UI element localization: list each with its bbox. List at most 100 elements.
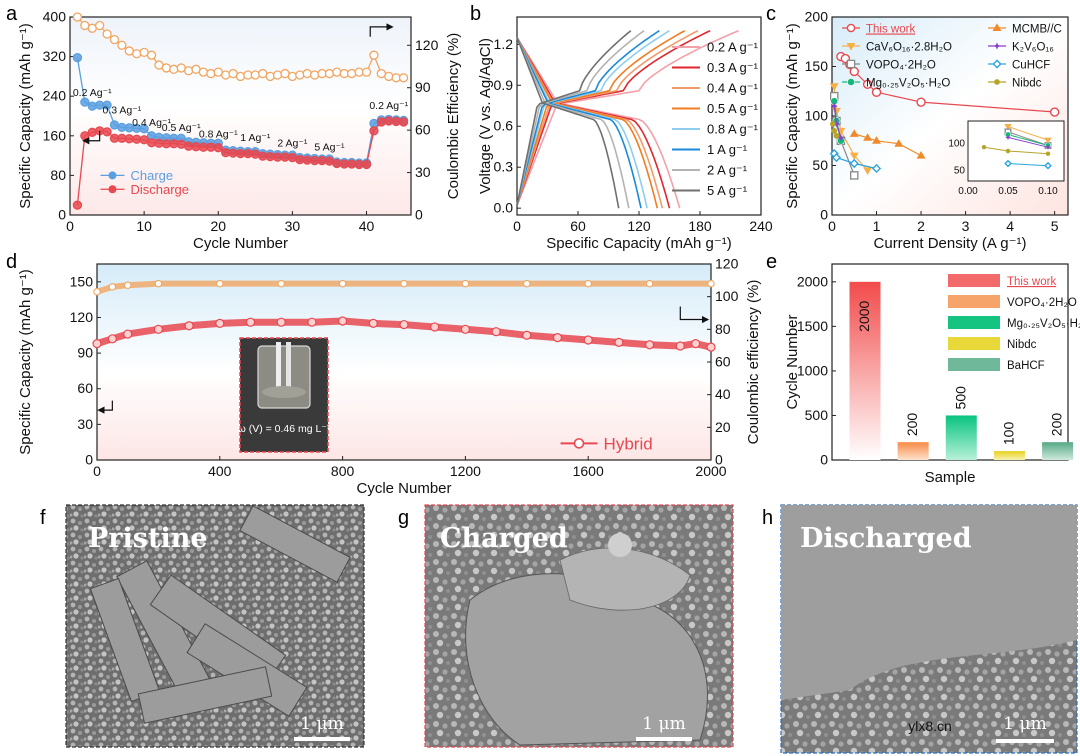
panel-d-y-axis-title: Specific Capacity (mAh g⁻¹) (17, 269, 34, 454)
panel-d-efficiency-point-4 (216, 279, 224, 288)
panel-c-y-tick-label: 200 (805, 9, 829, 25)
panel-c-point-0-3 (849, 66, 859, 77)
panel-d-y-tick-label: 0 (85, 452, 93, 468)
panel-c-inset-point-1-0 (1004, 123, 1012, 131)
panel-c-point-2-3 (850, 171, 859, 180)
panel-d-capacity-point-2 (123, 329, 133, 339)
panel-a-rate-label: 0.8 Ag⁻¹ (199, 128, 238, 140)
panel-e-bar-value-4: 200 (1049, 413, 1065, 437)
panel-c-legend-marker-7 (994, 79, 1000, 85)
panel-a-point-2-13 (169, 64, 179, 74)
panel-d-x-tick-label: 800 (331, 463, 355, 479)
panel-e-bar-0 (849, 281, 881, 460)
panel-b-legend-label-3: 0.5 A g⁻¹ (707, 101, 759, 116)
panel-c-point-0-4 (862, 79, 873, 90)
panel-b-charge-curve-3 (516, 29, 686, 206)
panel-a-point-0-9 (139, 124, 149, 134)
panel-a-rate-label: 1 Ag⁻¹ (240, 132, 271, 144)
panel-a-rate-label: 0.4 Ag⁻¹ (132, 117, 171, 129)
panel-d-capacity-point-10 (368, 318, 378, 328)
panel-b-x-tick-label: 0 (513, 218, 521, 234)
panel-e-legend-swatch-4 (948, 358, 1000, 371)
panel-a-point-2-6 (117, 40, 127, 50)
panel-c-inset-x-tick-label: 0.10 (1038, 186, 1058, 197)
panel-b-legend-label-7: 5 A g⁻¹ (707, 183, 748, 198)
panel-e-legend-label-0: This work (1007, 276, 1056, 288)
panel-e-bar-3 (993, 451, 1025, 460)
panel-c-point-6-2 (849, 158, 859, 169)
panel-c-x-axis-title: Current Density (A g⁻¹) (874, 235, 1027, 252)
panel-c-point-7-2 (833, 132, 840, 139)
panel-d-capacity-point-0 (92, 338, 102, 349)
panel-a-rate-label: 0.2 Ag⁻¹ (369, 100, 408, 112)
panel-e-y-tick-label: 2000 (797, 273, 828, 289)
panel-a-point-1-14 (176, 139, 186, 149)
panel-a-point-2-27 (272, 70, 283, 80)
panel-a-point-2-35 (332, 67, 342, 77)
panel-d-y-tick-label: 150 (70, 273, 94, 289)
panel-c-inset-point-1-1 (1044, 137, 1052, 144)
panel-e-legend-label-4: BaHCF (1007, 360, 1045, 372)
panel-c-legend-marker-0 (846, 23, 856, 33)
panel-a-point-2-4 (102, 29, 112, 39)
panel-c-point-4-0 (849, 129, 859, 137)
panel-c-point-5-0 (830, 102, 838, 110)
panel-b-charge-curve-4 (516, 30, 670, 206)
panel-b-charge-curve-5 (516, 30, 660, 206)
panel-b-x-tick-label: 180 (688, 218, 712, 234)
panel-c-inset-point-7-2 (1045, 151, 1051, 156)
panel-c-y-tick-label: 0 (820, 207, 828, 223)
panel-c-inset-x-tick-label: 0.00 (958, 186, 978, 197)
panel-d-y-right-tick-label: 20 (715, 419, 731, 435)
panel-e-y-tick-label: 0 (820, 452, 828, 468)
panel-a-point-2-15 (183, 66, 194, 76)
panel-d-legend-label: Hybrid (604, 434, 653, 453)
panel-a-point-2-37 (347, 68, 357, 79)
inset-concentration-label: ω (V) = 0.46 mg L⁻¹ (238, 423, 331, 435)
panel-c-inset-frame (967, 120, 1065, 182)
panel-d-y-tick-label: 60 (77, 380, 93, 396)
panel-letter-a: a (6, 3, 18, 25)
panel-a-point-2-30 (295, 70, 305, 80)
panel-d-efficiency-point-1 (108, 283, 117, 291)
panel-d-x-tick-label: 2000 (695, 463, 726, 479)
panel-d-legend-marker (573, 438, 585, 449)
vial-photo-inset: ω (V) = 0.46 mg L⁻¹ (238, 337, 331, 453)
panel-d-y-right-tick-label: 0 (715, 452, 723, 468)
panel-d-capacity-point-14 (491, 327, 501, 337)
panel-a-point-2-42 (384, 71, 394, 82)
panel-d-chart: 0 400 800 1200 1600 2000030609012015002040608… (17, 256, 762, 498)
panel-a-point-2-31 (302, 68, 312, 79)
panel-a-point-0-4 (102, 100, 112, 110)
panel-d-efficiency-point-12 (707, 279, 715, 288)
panel-b-legend-label-6: 2 A g⁻¹ (707, 163, 748, 178)
panel-a-legend-marker-charge (108, 171, 117, 180)
panel-c-inset-point-7-1 (1005, 148, 1011, 154)
panel-e-bar-value-3: 100 (1000, 422, 1016, 446)
panel-c-legend-label-2: VOPO₄·2H₂O (866, 60, 936, 72)
panel-d-capacity-point-1 (107, 334, 117, 344)
panel-b-legend-label-4: 0.8 A g⁻¹ (707, 122, 759, 137)
panel-c-inset-line-3 (1007, 134, 1049, 146)
panel-a-point-1-39 (361, 159, 372, 170)
panel-a-left-axis-arrow (82, 130, 101, 145)
panel-letter-h: h (762, 507, 773, 529)
panel-b-x-tick-label: 120 (627, 218, 651, 234)
scale-label-discharged: 1 μm (1003, 714, 1046, 734)
panel-b-legend-label-1: 0.3 A g⁻¹ (707, 60, 759, 75)
panel-b-discharge-curve-7 (516, 37, 620, 209)
panel-c-x-tick-label: 3 (962, 218, 970, 234)
panel-c-inset-y-tick-label: 50 (954, 166, 966, 177)
sem-label-charged: Charged (440, 523, 568, 554)
panel-a-point-2-44 (398, 73, 409, 83)
panel-a-point-2-18 (206, 68, 216, 79)
panel-d-capacity-point-8 (307, 317, 317, 327)
panel-c-inset-point-7-0 (981, 144, 987, 150)
panel-a-x-tick-label: 10 (136, 218, 152, 234)
panel-a-point-2-24 (250, 70, 260, 80)
panel-a-point-1-0 (72, 200, 83, 210)
panel-letter-f: f (40, 507, 46, 529)
panel-a-point-2-34 (324, 68, 335, 79)
panel-d-capacity-point-19 (644, 340, 655, 350)
